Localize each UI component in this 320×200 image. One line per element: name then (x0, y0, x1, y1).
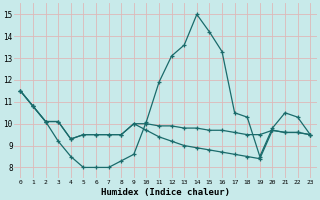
X-axis label: Humidex (Indice chaleur): Humidex (Indice chaleur) (101, 188, 230, 197)
